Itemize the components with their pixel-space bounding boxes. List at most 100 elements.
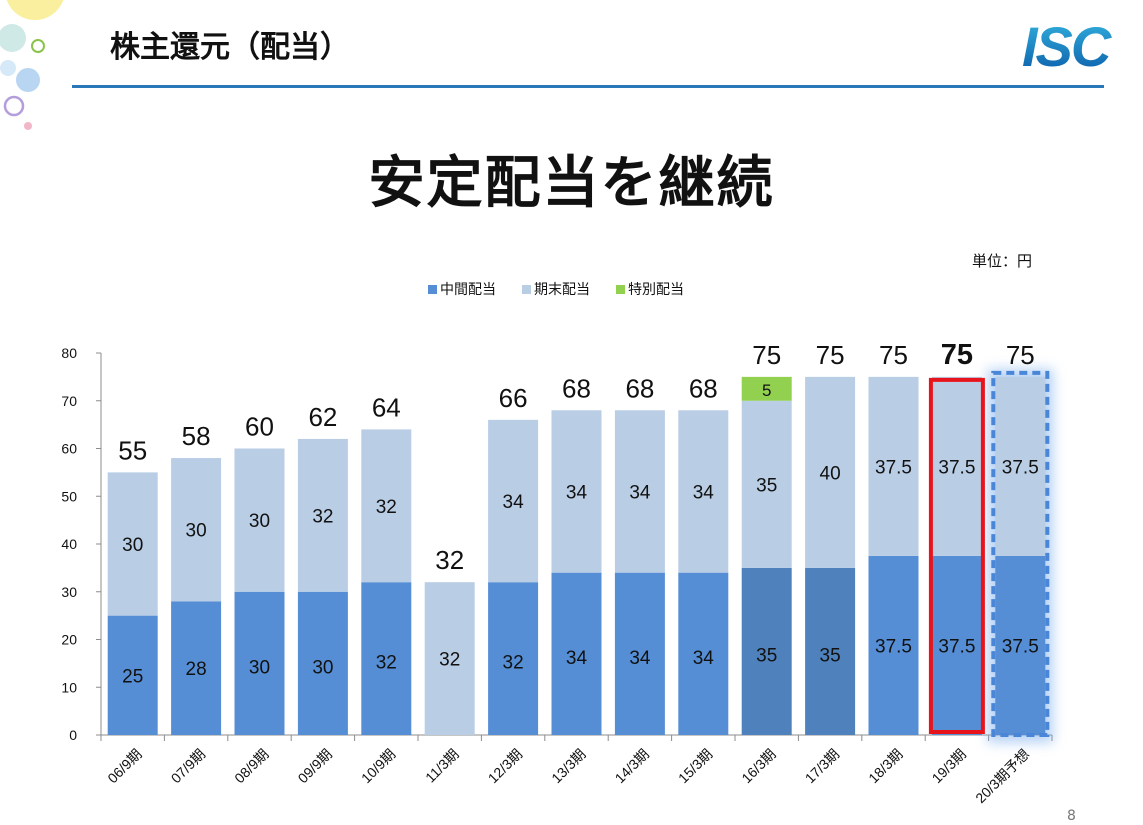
total-label: 32: [435, 545, 464, 575]
bar-value-label: 32: [312, 506, 333, 527]
year-end-bar: [171, 458, 222, 602]
x-tick-label: 07/9期: [168, 746, 208, 786]
legend-label: 特別配当: [628, 282, 684, 298]
bar-value-label: 25: [122, 666, 143, 687]
y-tick-label: 20: [61, 632, 77, 648]
total-label: 75: [752, 340, 781, 370]
interim-bar: [297, 591, 348, 735]
x-tick-label: 12/3期: [485, 746, 525, 786]
x-tick-label: 17/3期: [802, 746, 842, 786]
year-end-bar: [995, 376, 1046, 556]
total-label: 58: [182, 421, 211, 451]
special-bar: [741, 376, 792, 401]
interim-bar: [614, 572, 665, 735]
total-label: 62: [308, 402, 337, 432]
highlight-box: [928, 377, 985, 734]
total-label: 55: [118, 435, 147, 465]
year-end-bar: [741, 400, 792, 568]
year-end-bar: [805, 376, 856, 568]
year-end-bar: [297, 438, 348, 592]
bar-value-label: 37.5: [875, 636, 912, 657]
header-title: 株主還元（配当）: [110, 30, 350, 65]
total-label: 75: [879, 340, 908, 370]
x-tick-label: 16/3期: [738, 746, 778, 786]
legend-swatch: [428, 285, 437, 294]
bar-value-label: 34: [566, 482, 588, 503]
interim-bar: [931, 555, 982, 735]
x-tick-label: 06/9期: [104, 746, 144, 786]
interim-bar: [234, 591, 285, 735]
page-number: 8: [1067, 808, 1076, 824]
bar-value-label: 37.5: [1002, 457, 1039, 478]
year-end-bar: [551, 410, 602, 573]
bar-value-label: 37.5: [938, 457, 975, 478]
main-title: 安定配当を継続: [368, 151, 775, 216]
decorative-bubbles: [0, 0, 64, 130]
interim-bar: [551, 572, 602, 735]
bar-value-label: 30: [249, 657, 270, 678]
year-end-bar: [614, 410, 665, 573]
dividend-chart: 中間配当 期末配当 特別配当 0 10 20 30 40 50 60 70 80 06/9期 07/9期…: [61, 282, 1054, 806]
bar-value-label: 34: [693, 648, 715, 669]
bar-value-label: 32: [503, 653, 524, 674]
total-label: 64: [372, 392, 401, 422]
chart-legend: 中間配当 期末配当 特別配当: [428, 282, 684, 298]
year-end-bar: [931, 376, 982, 556]
company-logo: ISC: [1022, 15, 1115, 74]
total-label: 75: [1006, 340, 1035, 370]
year-end-bar: [107, 472, 158, 616]
x-tick-label: 18/3期: [865, 746, 905, 786]
bar-value-label: 32: [376, 497, 397, 518]
x-tick-label: 15/3期: [675, 746, 715, 786]
bar-value-label: 34: [566, 648, 588, 669]
legend-swatch: [616, 285, 625, 294]
year-end-bar: [234, 448, 285, 592]
year-end-bar: [361, 429, 412, 583]
legend-label: 期末配当: [534, 282, 590, 298]
bar-value-label: 34: [693, 482, 715, 503]
y-tick-label: 70: [61, 393, 77, 409]
x-tick-label: 11/3期: [422, 746, 462, 786]
y-tick-label: 0: [69, 727, 77, 743]
unit-label: 単位：円: [972, 252, 1033, 270]
bar-value-label: 37.5: [875, 457, 912, 478]
bar-value-label: 32: [439, 650, 460, 671]
x-tick-label: 19/3期: [929, 746, 969, 786]
header-divider: [72, 85, 1104, 88]
x-tick-label: 20/3期予想: [972, 746, 1032, 806]
chart-bars: 25 30 55 28 30 58 30 30 60 30 32 62 32 32 64 32 32 32 34 66…: [107, 339, 1054, 743]
total-label: 66: [499, 383, 528, 413]
bar-value-label: 37.5: [1002, 636, 1039, 657]
logo-text: ISC: [1022, 15, 1113, 74]
interim-bar: [868, 555, 919, 735]
interim-bar: [741, 567, 792, 735]
legend-label: 中間配当: [440, 282, 496, 298]
legend-swatch: [522, 285, 531, 294]
y-tick-label: 40: [61, 536, 77, 552]
bar-value-label: 28: [186, 659, 207, 680]
x-tick-label: 13/3期: [548, 746, 588, 786]
total-label: 75: [941, 339, 973, 371]
total-label: 68: [562, 373, 591, 403]
total-label: 68: [625, 373, 654, 403]
bar-value-label: 30: [249, 511, 270, 532]
interim-bar: [361, 582, 412, 735]
year-end-bar: [488, 419, 539, 583]
x-tick-label: 10/9期: [358, 746, 398, 786]
y-tick-label: 80: [61, 345, 77, 361]
bar-value-label: 30: [122, 535, 143, 556]
bar-value-label: 34: [629, 482, 651, 503]
total-label: 60: [245, 412, 274, 442]
year-end-bar: [868, 376, 919, 556]
y-tick-label: 10: [61, 679, 77, 695]
total-label: 68: [689, 373, 718, 403]
year-end-bar: [678, 410, 729, 573]
bar-value-label: 32: [376, 653, 397, 674]
bar-value-label: 5: [762, 381, 771, 400]
bar-value-label: 37.5: [938, 636, 975, 657]
bar-value-label: 35: [820, 645, 841, 666]
chart-overlays: [928, 370, 1050, 737]
bar-value-label: 35: [756, 475, 777, 496]
interim-bar: [805, 567, 856, 735]
interim-bar: [171, 601, 222, 735]
